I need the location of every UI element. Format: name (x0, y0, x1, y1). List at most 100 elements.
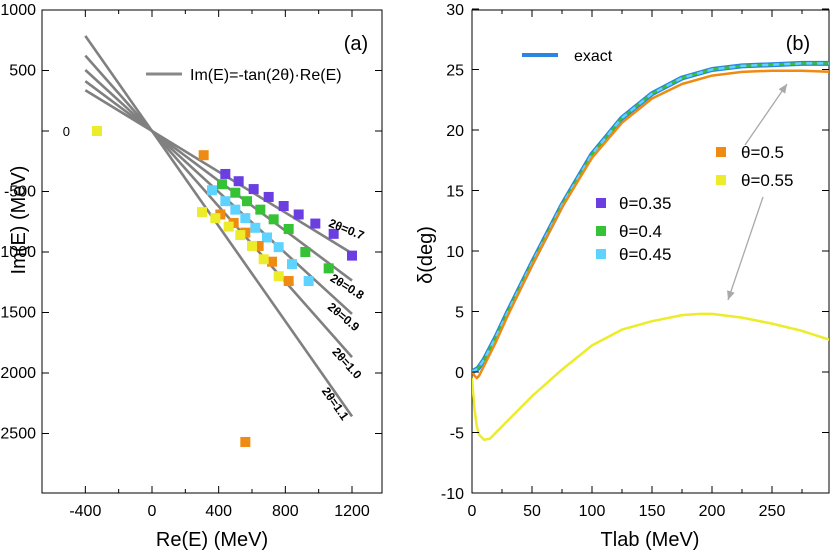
y-tick-label: 25 (446, 63, 464, 80)
y-tick-label: -5 (450, 426, 464, 443)
y-tick-label: 30 (446, 2, 464, 19)
eigenvalue-point-theta-0.35 (347, 250, 357, 261)
eigenvalue-point-theta-0.35 (328, 228, 339, 239)
eigenvalue-point-theta-0.5 (198, 150, 209, 161)
x-tick-label: 100 (579, 503, 606, 520)
eigenvalue-point-theta-0.5 (283, 276, 294, 287)
eigenvalue-point-theta-0.55 (235, 230, 246, 241)
x-tick-label: -400 (69, 503, 101, 520)
eigenvalue-point-theta-0.4 (242, 196, 252, 207)
legend-label-theta-0.5: θ=0.5 (741, 143, 784, 162)
eigenvalue-point-theta-0.5 (267, 256, 277, 267)
eigenvalue-point-theta-0.35 (233, 176, 244, 187)
panel-a-points (92, 126, 357, 447)
y-tick-label: -10 (441, 486, 464, 503)
x-tick-label: 0 (468, 503, 477, 520)
y-tick-label: -2000 (0, 365, 36, 382)
y-tick-label: 15 (446, 184, 464, 201)
eigenvalue-point-theta-0.35 (310, 218, 321, 229)
eigenvalue-point-theta-0.55 (210, 213, 221, 224)
x-tick-label: 0 (148, 503, 157, 520)
eigenvalue-point-theta-0.55 (247, 240, 257, 251)
reference-line-5 (84, 35, 354, 418)
legend-swatch-theta-0.5 (716, 147, 726, 157)
eigenvalue-point-theta-0.4 (255, 204, 266, 215)
panel-a: Im(E) (MeV) Re(E) (MeV) (a) Im(E)=-tan(2… (0, 2, 383, 551)
reference-line-1 (84, 89, 353, 255)
legend-line-label: Im(E)=-tan(2θ)·Re(E) (190, 67, 342, 84)
panel-a-tag: (a) (344, 33, 368, 55)
eigenvalue-point-theta-0.55 (273, 271, 284, 282)
eigenvalue-point-theta-0.55 (258, 254, 269, 265)
y-tick-label: 0 (63, 124, 70, 139)
legend-swatch-theta-0.45 (596, 249, 606, 259)
eigenvalue-point-theta-0.35 (263, 191, 274, 202)
eigenvalue-point-theta-0.4 (230, 187, 241, 198)
x-tick-label: 250 (759, 503, 786, 520)
eigenvalue-point-theta-0.45 (287, 259, 297, 270)
panel-a-xlabel: Re(E) (MeV) (156, 529, 268, 551)
panel-b-curves (472, 60, 829, 442)
eigenvalue-point-theta-0.55 (197, 207, 207, 218)
eigenvalue-point-theta-0.4 (300, 247, 311, 257)
legend-label-theta-0.45: θ=0.45 (619, 245, 671, 264)
eigenvalue-point-theta-0.45 (250, 222, 261, 233)
legend-label-theta-0.55: θ=0.55 (741, 171, 793, 190)
eigenvalue-point-theta-0.35 (248, 184, 259, 195)
phase-shift-curve-theta-0.45 (472, 62, 829, 374)
legend-swatch-theta-0.35 (596, 198, 606, 208)
y-tick-label: -1500 (0, 305, 36, 322)
legend-label-theta-0.4: θ=0.4 (619, 222, 662, 241)
x-tick-label: 150 (639, 503, 666, 520)
eigenvalue-point-theta-0.55 (92, 126, 102, 136)
reference-line-4 (84, 54, 353, 359)
phase-shift-curve-theta-0.55 (472, 312, 829, 442)
panel-b-ylabel: δ(deg) (415, 226, 437, 284)
eigenvalue-point-theta-0.4 (268, 214, 279, 225)
eigenvalue-point-theta-0.35 (293, 209, 304, 220)
eigenvalue-point-theta-0.4 (217, 179, 227, 190)
phase-shift-curve-theta-0.5 (472, 69, 829, 380)
eigenvalue-point-theta-0.4 (283, 224, 294, 235)
legend-exact-label: exact (574, 48, 613, 65)
panel-a-ylabel: Im(E) (MeV) (8, 166, 30, 275)
y-tick-label: 10 (446, 244, 464, 261)
x-tick-label: 200 (699, 503, 726, 520)
y-tick-label: 0 (455, 365, 464, 382)
eigenvalue-point-theta-0.4 (323, 263, 334, 274)
panel-a-legend: Im(E)=-tan(2θ)·Re(E) (146, 67, 342, 84)
y-tick-label: -1000 (0, 244, 36, 261)
x-tick-label: 400 (205, 503, 232, 520)
x-tick-label: 1200 (334, 503, 370, 520)
panel-b: δ(deg) Tlab (MeV) (b) 0 50 100 150 200 250-10… (415, 2, 830, 551)
panel-b-xlabel: Tlab (MeV) (601, 529, 700, 551)
eigenvalue-point-theta-0.55 (223, 221, 234, 232)
eigenvalue-point-theta-0.45 (207, 185, 217, 196)
y-tick-label: -2500 (0, 426, 36, 443)
annotation-arrow-down-head (727, 290, 735, 300)
legend-swatch-theta-0.55 (716, 175, 726, 185)
eigenvalue-point-theta-0.45 (240, 213, 251, 224)
eigenvalue-point-theta-0.5 (240, 436, 251, 447)
y-tick-label: 500 (9, 63, 36, 80)
x-tick-label: 800 (272, 503, 299, 520)
panel-b-ticks: 0 50 100 150 200 250 -10 -5 0 5 10 15 20 25 30 (441, 2, 829, 520)
eigenvalue-point-theta-0.5 (253, 240, 264, 251)
eigenvalue-point-theta-0.45 (230, 204, 241, 215)
y-tick-label: 20 (446, 123, 464, 140)
eigenvalue-point-theta-0.45 (303, 276, 314, 287)
eigenvalue-point-theta-0.35 (220, 168, 231, 179)
y-tick-label: 5 (455, 305, 464, 322)
panel-a-ticks: -400 0 400 800 1200 1000 500 0 -500 -1000 -1500 -20… (0, 2, 382, 520)
panel-b-legend: exact θ=0.35 θ=0.4 θ=0.45 θ=0.5 θ=0.55 (522, 48, 793, 264)
x-tick-label: 50 (523, 503, 541, 520)
legend-swatch-theta-0.4 (596, 226, 606, 236)
panel-b-tag: (b) (786, 33, 810, 55)
y-tick-label: -500 (4, 184, 36, 201)
legend-label-theta-0.35: θ=0.35 (619, 194, 671, 213)
eigenvalue-point-theta-0.35 (278, 201, 289, 212)
line-label-5: 2θ=1.1 (319, 385, 352, 423)
annotation-arrow-up-head (778, 84, 787, 94)
y-tick-label: 1000 (0, 2, 36, 19)
